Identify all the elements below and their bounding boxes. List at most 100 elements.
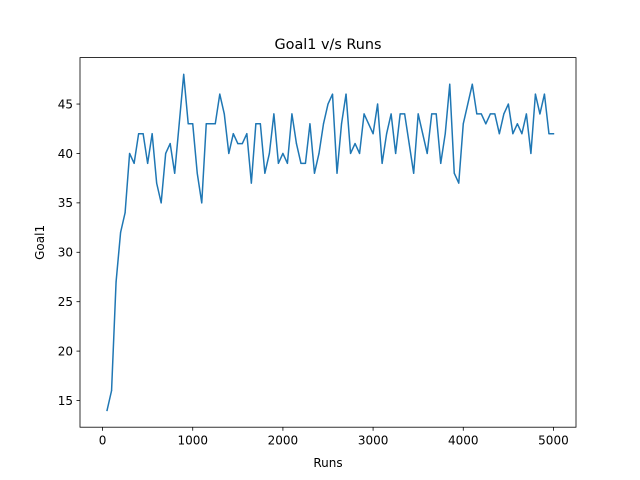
x-axis: 0 1000 2000 3000 4000 5000 [99,427,569,448]
data-point [489,113,491,115]
data-point [354,142,356,145]
x-tick-label: 4000 [448,434,479,448]
data-point [174,172,176,174]
data-point [138,133,140,135]
data-point [291,113,293,115]
data-point [395,152,397,155]
y-tick-label: 15 [58,394,73,408]
data-point [512,133,514,135]
data-point [223,113,225,115]
data-point [494,113,496,115]
x-tick-label: 2000 [268,434,299,448]
data-point [431,113,433,115]
data-point [201,202,203,204]
data-point [476,113,478,115]
data-point [295,142,298,145]
data-point [552,133,555,135]
data-point [286,162,289,164]
data-point [435,113,437,115]
data-point [449,83,451,85]
data-point [124,212,126,214]
data-point [480,113,482,115]
plot-area [80,57,576,428]
y-tick-label: 35 [58,196,73,210]
data-point [408,142,410,145]
data-point [246,133,248,135]
data-point [228,152,230,155]
data-point [327,103,329,105]
data-point [255,123,257,125]
data-point [345,93,347,95]
data-point [183,73,185,75]
data-point [336,172,338,174]
data-point [165,152,167,155]
plot-frame [79,57,577,428]
data-point [413,172,415,174]
data-point [503,113,505,115]
data-point [232,133,234,135]
data-point [106,409,108,411]
x-tick-label: 3000 [358,434,389,448]
series-line [106,73,555,412]
data-point [377,103,379,105]
data-point [340,123,343,125]
data-point [264,172,266,174]
data-point [548,133,550,135]
data-point [358,152,361,155]
data-point [219,93,221,95]
data-point [426,152,428,155]
data-point [196,172,198,174]
data-point [129,152,131,155]
y-tick-label: 40 [58,147,73,161]
data-point [458,182,460,184]
data-point [304,162,307,164]
data-point [178,123,180,125]
data-point [399,113,401,115]
data-point [250,182,252,184]
x-tick-label: 1000 [177,434,208,448]
data-point [160,202,162,204]
data-point [390,113,392,115]
data-point [133,162,135,164]
data-point [404,113,406,115]
y-tick-label: 25 [58,295,73,309]
data-point [300,162,302,164]
y-tick-label: 20 [58,344,73,358]
data-point [192,123,194,125]
data-point [313,172,316,174]
data-point [318,152,320,155]
data-point [422,133,424,135]
data-point [115,281,117,283]
data-point [498,133,500,135]
data-point [156,182,158,184]
data-point [237,142,239,145]
data-point [417,113,419,115]
chart-title: Goal1 v/s Runs [274,37,381,53]
data-point [119,231,122,234]
data-point [205,123,207,125]
data-point [525,113,528,115]
data-point [467,103,469,105]
data-point [282,152,284,155]
data-point [331,93,334,95]
data-points [106,73,555,411]
data-point [214,123,216,125]
data-point [322,123,325,125]
data-point [187,123,189,125]
data-point [539,113,541,115]
y-axis-title: Goal1 [33,225,47,260]
x-tick-label: 0 [99,434,107,448]
y-tick-label: 45 [58,97,73,111]
y-axis: 15 20 25 30 35 40 45 [58,97,80,408]
y-tick-label: 30 [58,246,73,260]
data-point [277,162,279,164]
data-point [516,123,518,125]
data-point [530,152,532,155]
data-point [349,152,352,155]
data-point [386,133,388,135]
data-point [110,390,113,392]
data-point [444,133,446,135]
data-point [142,133,144,135]
data-point [453,172,455,174]
